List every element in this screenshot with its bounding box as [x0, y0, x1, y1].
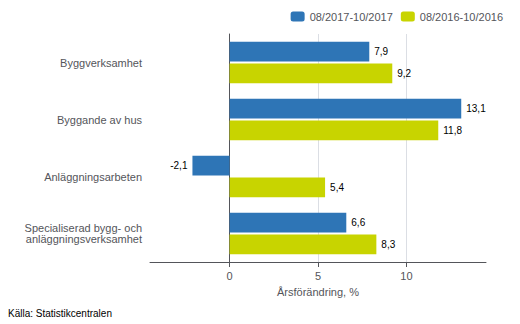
svg-text:6,6: 6,6: [351, 217, 365, 228]
svg-text:Källa: Statistikcentralen: Källa: Statistikcentralen: [8, 308, 112, 319]
svg-text:10: 10: [400, 270, 412, 282]
svg-text:Byggverksamhet: Byggverksamhet: [60, 57, 142, 69]
svg-text:-2,1: -2,1: [170, 160, 188, 171]
svg-text:Anläggningsarbeten: Anläggningsarbeten: [44, 171, 142, 183]
svg-text:5: 5: [315, 270, 321, 282]
svg-text:9,2: 9,2: [397, 68, 411, 79]
svg-text:13,1: 13,1: [466, 103, 486, 114]
svg-text:Byggande av hus: Byggande av hus: [57, 114, 143, 126]
svg-text:08/2016-10/2016: 08/2016-10/2016: [420, 11, 503, 23]
svg-text:8,3: 8,3: [381, 239, 395, 250]
svg-text:anläggningsverksamhet: anläggningsverksamhet: [26, 233, 142, 245]
svg-text:7,9: 7,9: [374, 46, 388, 57]
svg-text:11,8: 11,8: [443, 125, 462, 136]
svg-text:5,4: 5,4: [330, 182, 344, 193]
svg-text:Specialiserad bygg- och: Specialiserad bygg- och: [24, 222, 142, 234]
svg-text:08/2017-10/2017: 08/2017-10/2017: [310, 11, 393, 23]
svg-text:Årsförändring, %: Årsförändring, %: [277, 286, 359, 298]
svg-text:0: 0: [227, 270, 233, 282]
